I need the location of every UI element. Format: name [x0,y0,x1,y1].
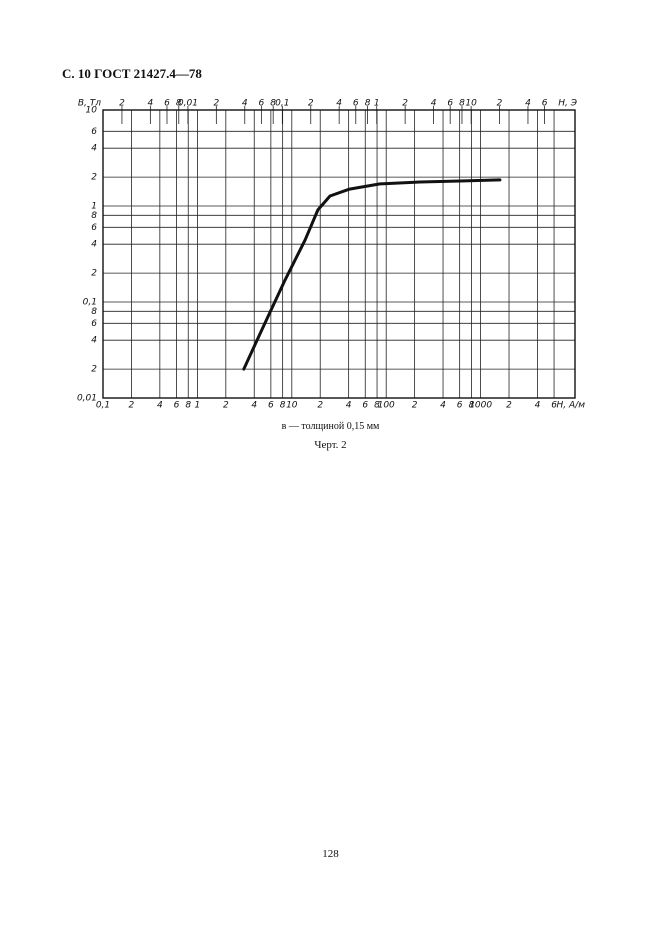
page-header: С. 10 ГОСТ 21427.4—78 [62,66,202,81]
x2-tick-label: 4 [242,99,248,109]
x-tick-label: 2 [506,401,512,411]
plot-frame [102,109,576,399]
y-tick-label: 0,1 [83,298,97,308]
x-tick-label: 8 [185,401,191,411]
x2-tick-label: 6 [164,99,170,109]
x2-tick-label: 0,1 [275,99,289,109]
y-tick-label: 4 [91,144,97,154]
x2-tick-label: 4 [525,99,531,109]
x-tick-label: 1 [195,401,201,411]
x-tick-label: 2 [129,401,135,411]
y-tick-label: 6 [91,223,97,233]
x2-tick-label: 2 [308,99,314,109]
x2-tick-label: 0,01 [178,99,198,109]
x2-tick-label: 4 [431,99,437,109]
x2-tick-label: 8 [459,99,465,109]
x2-tick-label: 6 [259,99,265,109]
x-tick-label: 6 [551,401,557,411]
x-tick-label: 4 [346,401,352,411]
y-tick-label: 6 [91,127,97,137]
x2-tick-label: 2 [213,99,219,109]
figure-label: Черт. 2 [314,439,347,451]
y-tick-label: 4 [91,336,97,346]
x-tick-label: 100 [378,401,395,411]
page-number: 128 [322,848,339,860]
x2-tick-label: 6 [542,99,548,109]
caption: в — толщиной 0,15 мм [281,421,380,432]
y-tick-label: 10 [86,106,98,116]
x2-tick-label: 4 [336,99,342,109]
x-tick-label: 8 [469,401,475,411]
y-tick-label: 6 [91,319,97,329]
x-tick-label: 6 [457,401,463,411]
x2-tick-label: 2 [402,99,408,109]
x-tick-label: 4 [157,401,163,411]
x-tick-label: 6 [362,401,368,411]
y-tick-label: 8 [91,211,97,221]
curve [242,178,502,371]
y-tick-label: 4 [91,240,97,250]
x2-tick-label: 8 [176,99,182,109]
x-tick-label: 4 [440,401,446,411]
x-tick-label: 2 [317,401,323,411]
x-tick-label: 6 [174,401,180,411]
y-tick-label: 8 [91,307,97,317]
x-tick-label: 8 [374,401,380,411]
x2-tick-label: 6 [353,99,359,109]
x2-tick-label: 6 [447,99,453,109]
x-tick-label: 8 [280,401,286,411]
x-tick-label: 4 [251,401,257,411]
x-axis-label: Н, А/м [557,401,586,411]
x2-tick-label: 1 [374,99,380,109]
y-tick-label: 2 [91,269,97,279]
x-tick-label: 2 [223,401,229,411]
x2-tick-label: 2 [497,99,503,109]
x-tick-label: 2 [412,401,418,411]
y-axis-label: В, Тл [78,99,101,109]
y-tick-label: 2 [91,173,97,183]
x2-tick-label: 2 [119,99,125,109]
y-tick-label: 1 [91,202,97,212]
x-tick-label: 6 [268,401,274,411]
x-tick-label: 4 [535,401,541,411]
x-tick-label: 0,1 [96,401,110,411]
x2-tick-label: 4 [147,99,153,109]
x2-tick-label: 8 [365,99,371,109]
x-tick-label: 10 [286,401,298,411]
x-tick-label: 1000 [469,401,492,411]
x2-tick-label: 10 [465,99,477,109]
y-tick-label: 0,01 [77,394,97,404]
y-tick-label: 2 [91,365,97,375]
x2-axis-label: Н, Э [558,99,577,109]
x2-tick-label: 8 [270,99,276,109]
